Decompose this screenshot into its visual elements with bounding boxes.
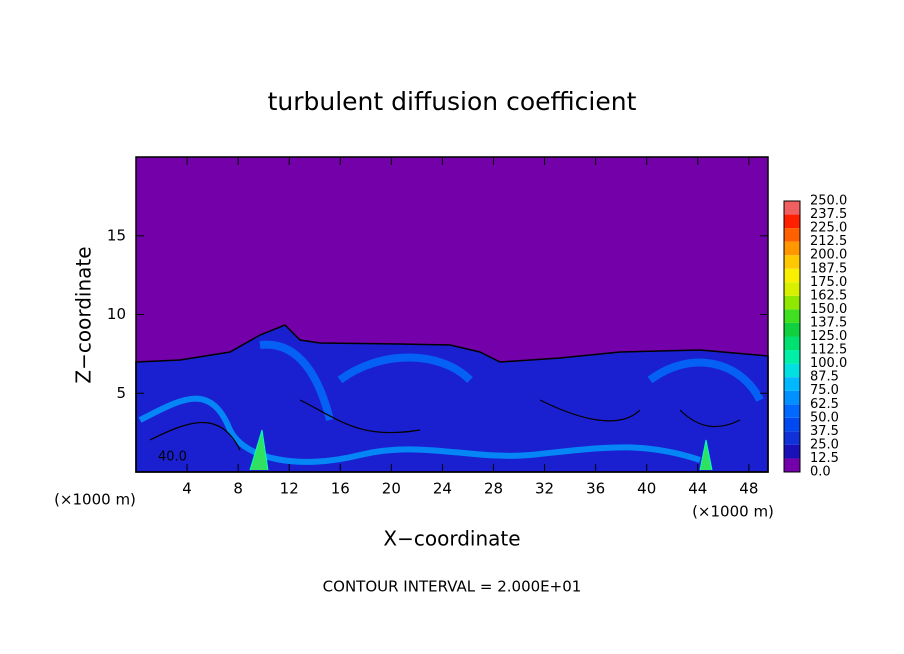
colorbar-label: 237.5 [810, 207, 847, 222]
colorbar-label: 37.5 [810, 424, 839, 439]
contour-label: 40.0 [158, 450, 187, 465]
colorbar-label: 187.5 [810, 261, 847, 276]
streak [249, 429, 713, 471]
colorbar-swatch [784, 214, 800, 229]
x-tick-label: 16 [331, 480, 350, 498]
colorbar-label: 212.5 [810, 234, 847, 249]
colorbar-swatch [784, 309, 800, 323]
colorbar-label: 150.0 [810, 302, 847, 317]
colorbar-label: 225.0 [810, 221, 847, 236]
footer-note: CONTOUR INTERVAL = 2.000E+01 [323, 578, 582, 596]
colorbar-swatch [784, 390, 800, 405]
x-tick-label: 40 [637, 480, 656, 498]
colorbar-label: 162.5 [810, 288, 847, 303]
colorbar-label: 75.0 [810, 383, 839, 398]
colorbar-label: 50.0 [810, 410, 839, 425]
streak [259, 340, 764, 421]
x-tick-label: 4 [182, 480, 192, 498]
colorbar-label: 25.0 [810, 437, 839, 452]
x-tick-label: 28 [484, 480, 503, 498]
colorbar-swatch [784, 458, 800, 472]
colorbar-swatch [784, 431, 800, 445]
x-axis-label: X−coordinate [383, 527, 520, 551]
field [135, 157, 769, 473]
colorbar-swatch [784, 350, 800, 364]
x-tick-label: 32 [535, 480, 554, 498]
colorbar-label: 200.0 [810, 248, 847, 263]
colorbar-swatch [784, 444, 800, 459]
colorbar-label: 62.5 [810, 397, 839, 412]
x-tick-label: 20 [382, 480, 401, 498]
colorbar-swatch [784, 404, 800, 418]
x-tick-label: 24 [433, 480, 452, 498]
colorbar-swatch [784, 201, 800, 215]
colorbar-swatch [784, 322, 800, 337]
colorbar-label: 87.5 [810, 370, 839, 385]
x-tick-label: 48 [739, 480, 758, 498]
contour-line [149, 399, 741, 451]
x-unit: (×1000 m) [54, 491, 136, 509]
y-axis-label: Z−coordinate [72, 246, 96, 383]
chart-title: turbulent diffusion coefficient [268, 87, 637, 116]
colorbar-swatch [784, 363, 800, 378]
colorbar-swatch [784, 377, 800, 391]
colorbar-label: 12.5 [810, 451, 839, 466]
x-tick-label: 12 [280, 480, 299, 498]
colorbar-label: 0.0 [810, 465, 831, 480]
colorbar-label: 112.5 [810, 343, 847, 358]
x-tick-label: 36 [586, 480, 605, 498]
y-tick-label: 15 [107, 226, 126, 244]
colorbar-swatch [784, 228, 800, 242]
colorbar-swatch [784, 241, 800, 256]
colorbar-label: 100.0 [810, 356, 847, 371]
x-unit: (×1000 m) [692, 503, 774, 521]
colorbar-swatch [784, 417, 800, 432]
colorbar-frame [783, 200, 801, 473]
colorbar-label: 250.0 [810, 194, 847, 209]
streak [138, 395, 701, 465]
colorbar-swatch [784, 295, 800, 310]
y-tick-label: 5 [116, 384, 126, 402]
colorbar-swatch [784, 268, 800, 283]
colorbar-label: 175.0 [810, 275, 847, 290]
colorbar-label: 125.0 [810, 329, 847, 344]
colorbar-label: 137.5 [810, 315, 847, 330]
colorbar-swatch [784, 255, 800, 269]
colorbar-swatch [784, 336, 800, 351]
x-tick-label: 8 [233, 480, 243, 498]
y-tick-label: 10 [107, 305, 126, 323]
colorbar-swatch [784, 282, 800, 296]
x-tick-label: 44 [688, 480, 707, 498]
